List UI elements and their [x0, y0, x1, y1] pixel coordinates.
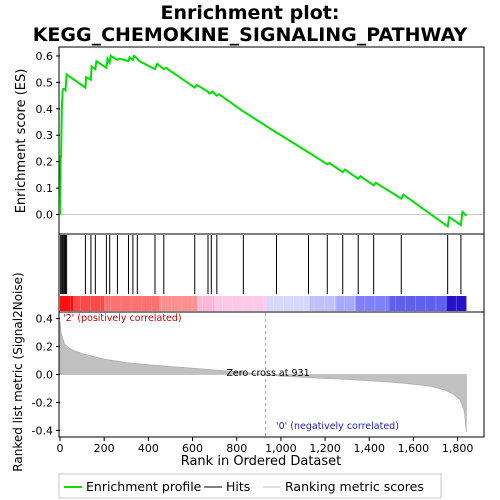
rank-bar-segment [73, 296, 105, 311]
legend-profile-label: Enrichment profile [86, 479, 202, 494]
rank-bar-segment [159, 296, 197, 311]
metric-y-tick-label: 0.0 [36, 369, 54, 382]
es-y-tick-label: 0.4 [36, 103, 54, 116]
chart-title-line2: KEGG_CHEMOKINE_SIGNALING_PATHWAY [33, 24, 468, 46]
legend-box [58, 473, 442, 499]
negative-correlation-label: '0' (negatively correlated) [276, 421, 399, 432]
x-tick-label: 1,400 [353, 442, 385, 455]
zero-cross-label: Zero cross at 931 [226, 368, 309, 379]
x-tick-label: 400 [138, 442, 159, 455]
metric-y-tick-label: -0.2 [32, 396, 53, 409]
es-y-axis-label: Enrichment score (ES) [14, 69, 29, 214]
legend-metric-label: Ranking metric scores [285, 479, 424, 494]
rank-bar-segment [104, 296, 160, 311]
es-y-tick-label: 0.1 [36, 182, 54, 195]
metric-y-axis-label: Ranked list metric (Signal2Noise) [11, 272, 25, 471]
enrichment-profile-line [59, 54, 468, 229]
metric-y-ticks: -0.4 -0.2 0.0 0.2 0.4 [32, 313, 60, 437]
rank-bar-segment [214, 296, 266, 311]
rank-bar-segment [60, 296, 74, 311]
x-tick-label: 800 [226, 442, 247, 455]
rank-bar-segment [446, 296, 467, 311]
rank-bar-segment [336, 296, 356, 311]
rank-bar-segment [265, 296, 310, 311]
es-y-tick-label: 0.2 [36, 156, 54, 169]
x-axis-ticks: 0 200 400 600 800 1,000 1,200 1,400 1,600 1,800 [57, 437, 474, 455]
es-series [59, 54, 468, 229]
x-tick-label: 200 [94, 442, 115, 455]
ranked-list-color-bar [60, 296, 467, 311]
x-axis-label: Rank in Ordered Dataset [181, 454, 342, 469]
metric-series [59, 313, 467, 436]
positive-correlation-label: '2' (positively correlated) [63, 313, 182, 324]
es-y-tick-label: 0.0 [36, 209, 54, 222]
es-y-tick-label: 0.6 [36, 50, 54, 63]
x-tick-label: 1,000 [265, 442, 297, 455]
x-tick-label: 1,600 [398, 442, 430, 455]
x-tick-label: 600 [182, 442, 203, 455]
es-gridlines [60, 55, 483, 215]
rank-bar-segment [196, 296, 215, 311]
rank-bar-segment [355, 296, 390, 311]
hits-series [60, 235, 462, 294]
chart-title-line1: Enrichment plot: [161, 2, 340, 24]
metric-y-tick-label: -0.4 [32, 424, 53, 437]
rank-bar-segment [309, 296, 337, 311]
x-tick-label: 1,800 [442, 442, 474, 455]
metric-y-tick-label: 0.4 [36, 313, 54, 326]
es-y-tick-label: 0.3 [36, 129, 54, 142]
x-tick-label: 1,200 [309, 442, 341, 455]
rank-bar-segment [389, 296, 447, 311]
es-y-ticks: 0.0 0.1 0.2 0.3 0.4 0.5 0.6 [36, 50, 60, 222]
metric-y-tick-label: 0.2 [36, 341, 54, 354]
es-y-tick-label: 0.5 [36, 76, 54, 89]
legend-hits-label: Hits [226, 479, 250, 494]
ranking-metric-area [59, 321, 467, 432]
x-tick-label: 0 [57, 442, 64, 455]
